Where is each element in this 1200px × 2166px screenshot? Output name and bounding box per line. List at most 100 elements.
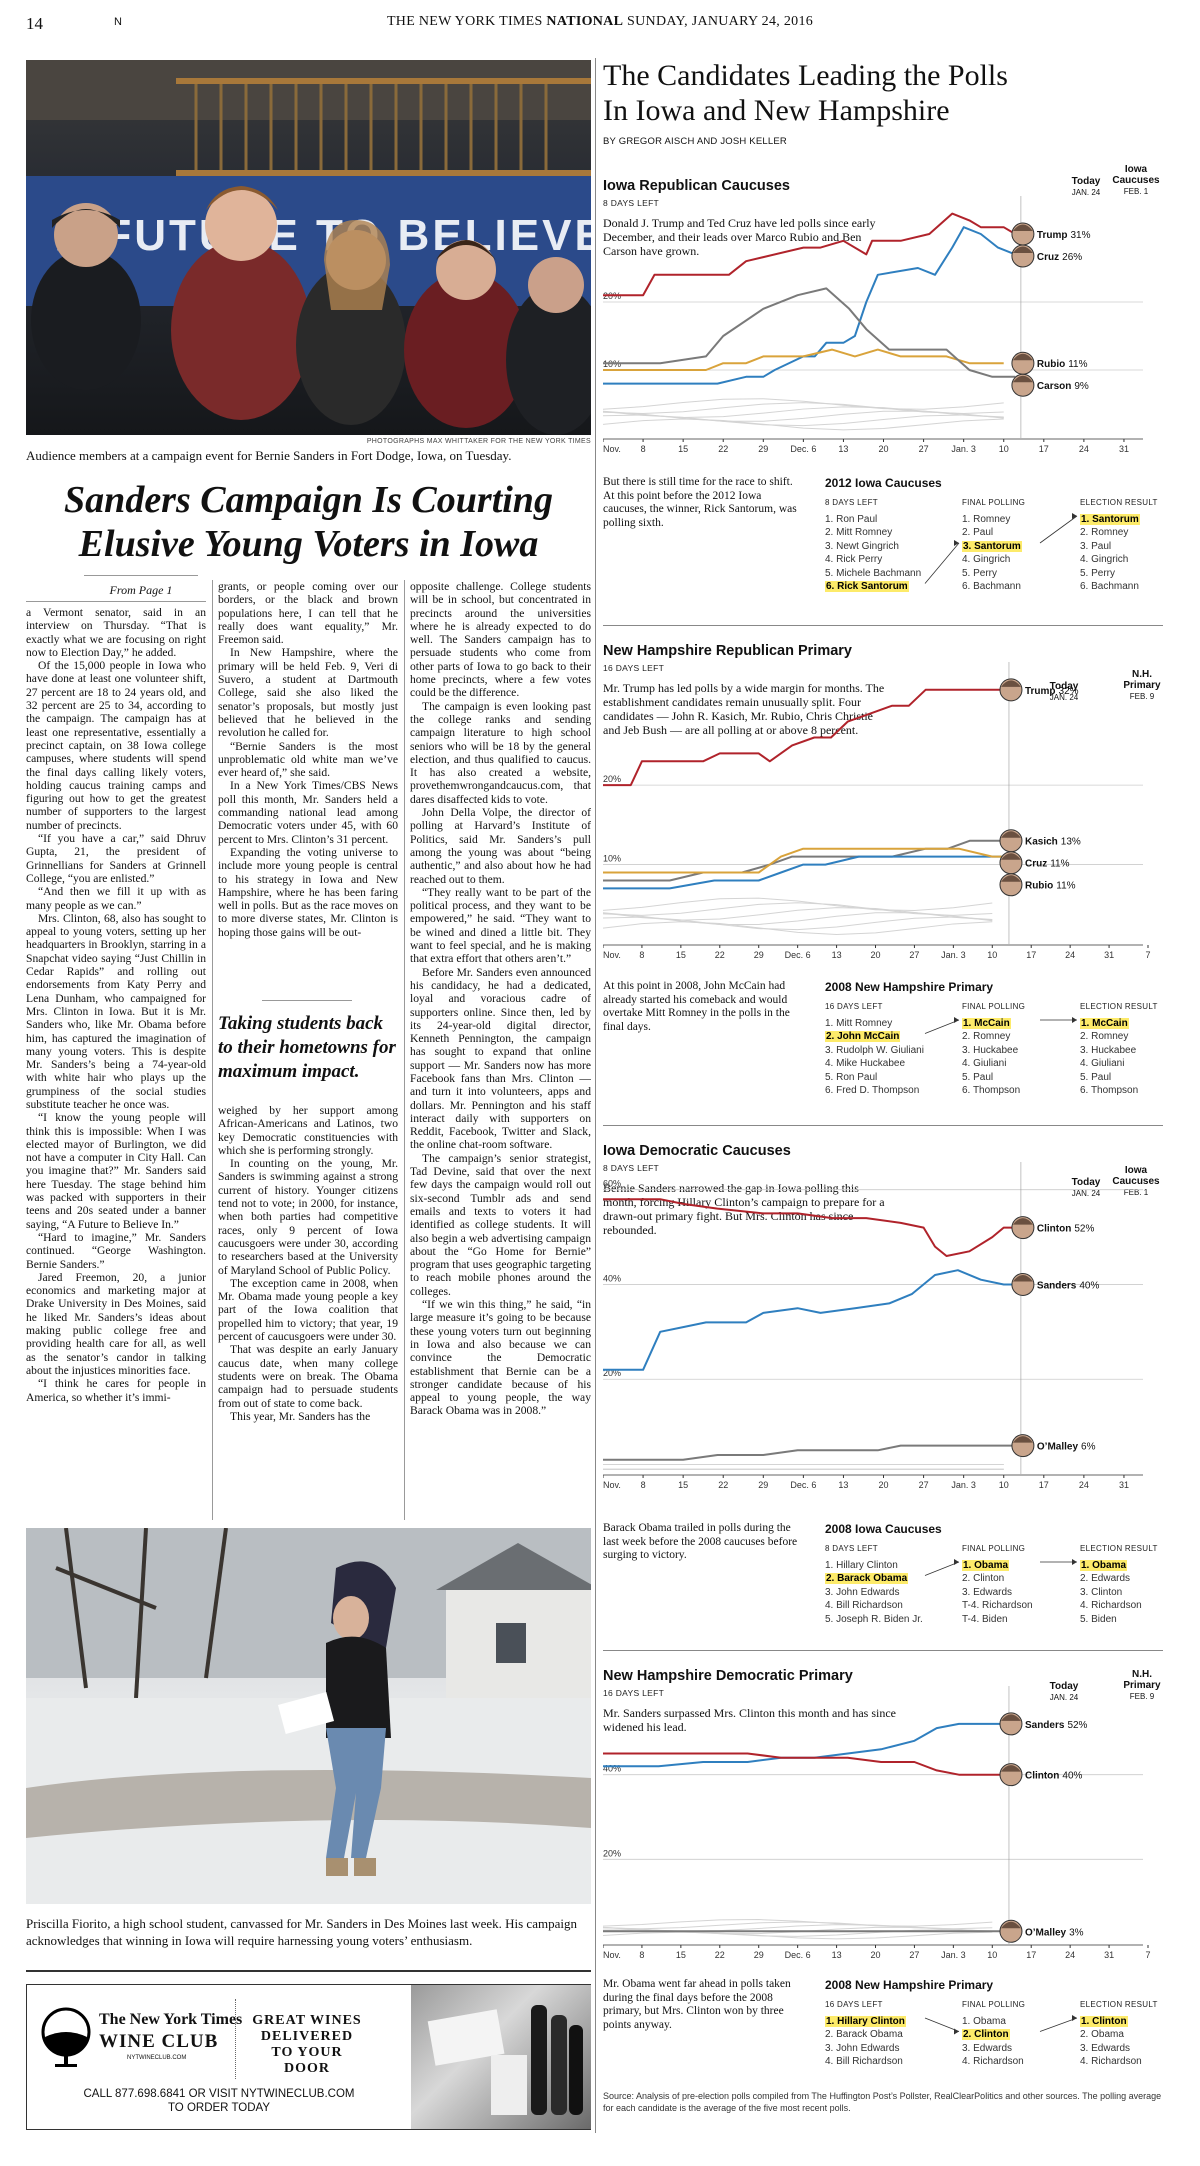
series-line-clinton: [603, 1752, 1009, 1776]
rank-text: 3. John Edwards: [825, 1586, 900, 1598]
today-label: Today: [1071, 1177, 1101, 1188]
candidate-avatar-hair: [1000, 1765, 1021, 1772]
article-paragraph: grants, or people coming over our border…: [218, 580, 398, 647]
poll-chart: 60%40%20%Clinton 52%Sanders 40%O’Malley 6%N…: [603, 1162, 1143, 1490]
x-tick-label: Dec. 6: [785, 950, 811, 960]
candidate-pct: 11%: [1056, 881, 1075, 892]
candidate-avatar-hair: [1012, 1274, 1033, 1282]
rank-change-arrows: [924, 1559, 1077, 1576]
x-tick-label: 15: [676, 1950, 686, 1960]
history-rank-item: 6. Thompson: [962, 1084, 1072, 1098]
history-rank-item: 2. Paul: [962, 526, 1072, 540]
candidate-label: Cruz 11%: [1025, 859, 1070, 870]
wine-club-ad[interactable]: The New York Times WINE CLUB NYTWINECLUB…: [26, 1984, 591, 2130]
history-rank-item: 2. Barack Obama: [825, 2028, 950, 2042]
highlighted-candidate: 1. Santorum: [1080, 513, 1140, 525]
history-rank-item: 1. Mitt Romney: [825, 1017, 950, 1031]
history-rank-item: 2. Clinton: [962, 2028, 1072, 2042]
rank-text: 4. Bill Richardson: [825, 1600, 903, 1611]
history-rank-item: 4. Giuliani: [962, 1057, 1072, 1071]
x-tick-label: 20: [879, 1480, 889, 1490]
ad-call-line-1: CALL 877.698.6841 OR VISIT NYTWINECLUB.C…: [83, 2088, 355, 2100]
history-rank-item: 1. Romney: [962, 513, 1072, 527]
graphic-title-line-2: In Iowa and New Hampshire: [603, 94, 950, 127]
rank-text: 6. Bachmann: [1080, 581, 1139, 592]
photo-canvasser: [26, 1528, 591, 1904]
highlighted-candidate: 1. McCain: [1080, 1017, 1129, 1029]
x-tick-label: 8: [641, 444, 646, 454]
other-candidate-line: [603, 1921, 993, 1930]
history-column-1: 8 DAYS LEFT 1. Ron Paul 2. Mitt Romney 3. N…: [825, 496, 950, 594]
article-paragraph: “I know the young people will think this…: [26, 1111, 206, 1231]
section-name: NATIONAL: [546, 14, 624, 29]
candidate-label: Trump 32%: [1025, 686, 1079, 697]
x-tick-label: 27: [909, 950, 919, 960]
highlighted-candidate: 2. Clinton: [962, 2029, 1010, 2040]
rank-text: 2. Mitt Romney: [825, 527, 893, 538]
history-rank-item: 1. McCain: [962, 1017, 1072, 1031]
x-tick-label: 31: [1119, 1480, 1129, 1490]
article-column-1: a Vermont senator, said in an interview …: [26, 606, 206, 1520]
x-tick-label: 10: [987, 1950, 997, 1960]
ad-divider: [235, 1999, 236, 2079]
page-header: 14 N THE NEW YORK TIMES NATIONAL SUNDAY,…: [0, 0, 1200, 40]
history-rank-item: 1. Hillary Clinton: [825, 2015, 950, 2029]
rank-text: 4. Richardson: [962, 2056, 1024, 2067]
rank-change-arrows: [924, 2015, 1078, 2035]
arrow-to-result-head: [1072, 2015, 1077, 2021]
history-rank-item: 1. Clinton: [1080, 2015, 1190, 2029]
event-date: FEB. 9: [1129, 1692, 1155, 1701]
history-rank-item: 4. Giuliani: [1080, 1057, 1190, 1071]
x-tick-label: Dec. 6: [790, 444, 816, 454]
rank-text: 1. Mitt Romney: [825, 1017, 893, 1029]
x-tick-label: Dec. 6: [785, 1950, 811, 1960]
highlighted-candidate: 3. Santorum: [962, 540, 1022, 552]
rank-text: 5. Michele Bachmann: [825, 567, 922, 579]
paper-dateline: THE NEW YORK TIMES NATIONAL SUNDAY, JANU…: [0, 14, 1200, 30]
history-rank-item: 4. Richardson: [1080, 2055, 1190, 2069]
event-date: FEB. 9: [1129, 692, 1155, 701]
article-headline: Sanders Campaign Is Courting Elusive You…: [26, 478, 591, 566]
x-tick-label: 13: [832, 1950, 842, 1960]
candidate-avatar-hair: [1012, 1436, 1033, 1443]
candidate-pct: 9%: [1074, 381, 1089, 392]
rank-text: 5. Perry: [1080, 567, 1116, 579]
arrow-to-final-polling-head: [954, 540, 959, 546]
rank-text: 3. Edwards: [962, 1586, 1013, 1598]
history-rank-item: 2. Barack Obama: [825, 1572, 950, 1586]
article-paragraph: In a New York Times/CBS News poll this m…: [218, 779, 398, 846]
wine-glass-icon: [41, 2007, 91, 2067]
candidate-name: Sanders: [1025, 1720, 1065, 1731]
page-number: 14: [26, 14, 43, 33]
history-rank-item: 1. Hillary Clinton: [825, 1559, 950, 1573]
edition-mark: N: [114, 16, 122, 28]
history-rank-item: 4. Bill Richardson: [825, 2055, 950, 2069]
article-paragraph: “Bernie Sanders is the most unproblemati…: [218, 739, 398, 780]
poll-chart: 40%20%Sanders 52%Clinton 40%O’Malley 3%Nov.…: [603, 1686, 1151, 1960]
history-rank-item: 5. Paul: [1080, 1071, 1190, 1085]
history-rank-item: 6. Bachmann: [962, 580, 1072, 594]
x-tick-label: 13: [832, 950, 842, 960]
ad-product-photo: [411, 1985, 591, 2129]
election-day-label: N.H. Primary FEB. 9: [1118, 1669, 1166, 1702]
history-column-heading: ELECTION RESULT: [1080, 2000, 1158, 2009]
historical-note: But there is still time for the race to …: [603, 476, 797, 529]
today-label: Today: [1049, 1681, 1079, 1692]
x-tick-label: 20: [879, 444, 889, 454]
today-label: Today: [1049, 681, 1079, 692]
history-rank-item: 5. Paul: [962, 1071, 1072, 1085]
article-paragraph: a Vermont senator, said in an interview …: [26, 606, 206, 659]
x-tick-label: 8: [639, 950, 644, 960]
ad-logo-line-2: WINE CLUB: [99, 2031, 219, 2052]
x-tick-label: Jan. 3: [951, 1480, 976, 1490]
candidate-avatar-hair: [1000, 853, 1021, 860]
history-column-2: FINAL POLLING 1. Romney 2. Paul 3. Santorum…: [962, 496, 1072, 594]
candidate-pct: 40%: [1079, 1280, 1099, 1291]
arrow-to-result: [1039, 515, 1078, 544]
other-candidate-line: [603, 418, 1004, 431]
series-line-omalley: [603, 1444, 1021, 1461]
history-rank-item: 5. Ron Paul: [825, 1071, 950, 1085]
issue-date: SUNDAY, JANUARY 24, 2016: [627, 14, 814, 29]
history-rank-item: 6. Thompson: [1080, 1084, 1190, 1098]
ad-tagline: GREAT WINES DELIVERED TO YOUR DOOR: [247, 2013, 367, 2077]
